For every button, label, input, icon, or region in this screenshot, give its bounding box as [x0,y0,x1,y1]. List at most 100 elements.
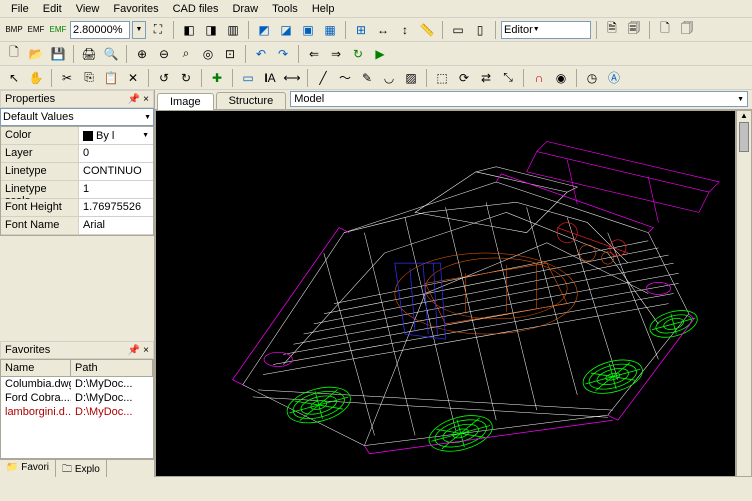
clock-icon[interactable]: ◷ [582,68,602,88]
undo-icon[interactable]: ↶ [251,44,271,64]
preview-icon[interactable]: 🔍 [101,44,121,64]
menu-cadfiles[interactable]: CAD files [166,2,226,15]
menu-tools[interactable]: Tools [265,2,305,15]
prop-row-layer[interactable]: Layer 0 [1,145,153,163]
save-icon[interactable]: 💾 [48,44,68,64]
separator [298,45,299,63]
favorites-row-selected[interactable]: lamborgini.d... D:\MyDoc... [1,405,153,419]
col-name[interactable]: Name [1,360,71,376]
menu-view[interactable]: View [69,2,107,15]
text-icon[interactable]: IA [260,68,280,88]
menu-draw[interactable]: Draw [225,2,265,15]
doc1-icon[interactable]: 🗎 [602,20,622,40]
tab-structure[interactable]: Structure [216,92,287,109]
vertical-scrollbar[interactable]: ▲ [736,110,752,477]
globe-icon[interactable]: Ⓐ [604,68,624,88]
menu-bar: File Edit View Favorites CAD files Draw … [0,0,752,18]
align-right-icon[interactable]: ◨ [201,20,221,40]
open-icon[interactable]: 📂 [26,44,46,64]
prop-row-fontheight[interactable]: Font Height 1.76975526 [1,199,153,217]
scale-icon[interactable]: ⤡ [498,68,518,88]
hatch-icon[interactable]: ▨ [401,68,421,88]
select-icon[interactable]: ▭ [238,68,258,88]
grid-icon[interactable]: ⊞ [351,20,371,40]
zoomin-icon[interactable]: ⊕ [132,44,152,64]
prop-row-ltscale[interactable]: Linetype scale 1 [1,181,153,199]
scrollbar-thumb[interactable] [739,122,749,152]
zoom-input[interactable] [70,21,130,39]
doc2-icon[interactable]: 🗐 [624,20,644,40]
pointer-icon[interactable]: ↖ [4,68,24,88]
box2-icon[interactable]: ▯ [470,20,490,40]
hand-icon[interactable]: ✋ [26,68,46,88]
align-left-icon[interactable]: ◧ [179,20,199,40]
pin-icon[interactable]: 📌 × [128,94,149,105]
print-icon[interactable]: 🖨 [79,44,99,64]
play-icon[interactable]: ▶ [370,44,390,64]
model-select[interactable]: Model▼ [290,91,748,107]
doc3-icon[interactable]: 🗋 [655,20,675,40]
back-icon[interactable]: ⇐ [304,44,324,64]
axis1-icon[interactable]: ↔ [373,20,393,40]
editor-select[interactable]: Editor▼ [501,21,591,39]
box1-icon[interactable]: ▭ [448,20,468,40]
prop-row-fontname[interactable]: Font Name Arial [1,217,153,235]
undo2-icon[interactable]: ↺ [154,68,174,88]
layer3-icon[interactable]: ▣ [298,20,318,40]
tab-favorites[interactable]: 📁 Favori [0,460,56,477]
zoomfit-icon[interactable]: ⊡ [220,44,240,64]
prop-row-color[interactable]: Color By l▼ [1,127,153,145]
zoomwin-icon[interactable]: ⌕ [176,44,196,64]
favorites-row[interactable]: Columbia.dwg D:\MyDoc... [1,377,153,391]
axis2-icon[interactable]: ↕ [395,20,415,40]
menu-favorites[interactable]: Favorites [106,2,165,15]
align-both-icon[interactable]: ▥ [223,20,243,40]
tab-image[interactable]: Image [157,93,214,110]
col-path[interactable]: Path [71,360,153,376]
forward-icon[interactable]: ⇒ [326,44,346,64]
layer2-icon[interactable]: ◪ [276,20,296,40]
pline-icon[interactable]: ✎ [357,68,377,88]
zoomreg-icon[interactable]: ◎ [198,44,218,64]
paste-icon[interactable]: 📋 [101,68,121,88]
rect-icon[interactable]: ⬚ [432,68,452,88]
zoomout-icon[interactable]: ⊖ [154,44,174,64]
prop-row-linetype[interactable]: Linetype CONTINUO [1,163,153,181]
cut-icon[interactable]: ✂ [57,68,77,88]
add-icon[interactable]: ✚ [207,68,227,88]
copy-icon[interactable]: ⎘ [79,68,99,88]
menu-help[interactable]: Help [305,2,342,15]
line-icon[interactable]: ╱ [313,68,333,88]
rotate-icon[interactable]: ⟳ [454,68,474,88]
zoom-dropdown-icon[interactable]: ▼ [132,21,146,39]
separator [442,21,443,39]
fit-icon[interactable]: ⛶ [148,20,168,40]
favorites-row[interactable]: Ford Cobra.... D:\MyDoc... [1,391,153,405]
dim-icon[interactable]: ⟷ [282,68,302,88]
bmp-icon[interactable]: BMP [4,20,24,40]
doc4-icon[interactable]: 🗍 [677,20,697,40]
pin-icon[interactable]: 📌 × [128,345,149,356]
layer4-icon[interactable]: ▦ [320,20,340,40]
redo2-icon[interactable]: ↻ [176,68,196,88]
refresh-icon[interactable]: ↻ [348,44,368,64]
snap-icon[interactable]: ◉ [551,68,571,88]
menu-edit[interactable]: Edit [36,2,69,15]
emf-icon[interactable]: EMF [26,20,46,40]
viewport[interactable] [155,110,736,477]
arc-icon[interactable]: ◡ [379,68,399,88]
menu-file[interactable]: File [4,2,36,15]
separator [173,21,174,39]
magnet-icon[interactable]: ∩ [529,68,549,88]
layer1-icon[interactable]: ◩ [254,20,274,40]
separator [148,69,149,87]
new-icon[interactable]: 🗋 [4,44,24,64]
ruler-icon[interactable]: 📏 [417,20,437,40]
mirror-icon[interactable]: ⇄ [476,68,496,88]
emfplus-icon[interactable]: EMF [48,20,68,40]
tab-explorer[interactable]: 🗀 Explo [56,460,107,477]
delete-icon[interactable]: ✕ [123,68,143,88]
curve-icon[interactable]: 〜 [335,68,355,88]
redo-icon[interactable]: ↷ [273,44,293,64]
default-values-select[interactable]: Default Values▼ [0,108,154,126]
